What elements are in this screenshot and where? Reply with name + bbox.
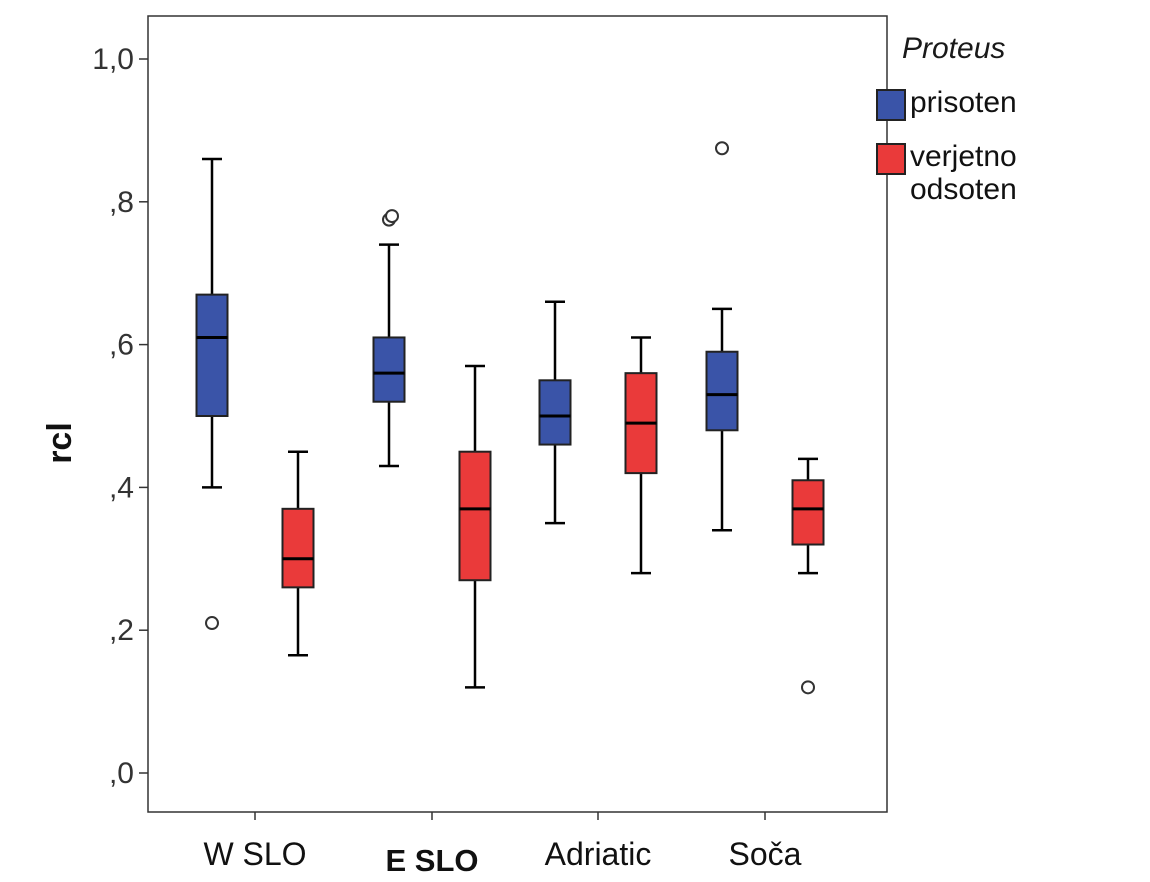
legend-title: Proteus [902,32,1006,65]
box-verjetno-odsoten-w-slo-iqr [281,507,315,589]
legend-swatch-prisoten [876,89,906,121]
y-axis-label: rcl [41,422,79,464]
x-tick-label-so-a: Soča [729,836,802,872]
legend-item-prisoten: prisoten [876,86,1017,121]
legend-swatch-verjetno-odsoten [876,143,906,175]
y-tick-label: ,4 [109,471,134,504]
legend-label-verjetno-odsoten: verjetno odsoten [910,140,1017,206]
box-prisoten-so-a-outlier [715,141,729,156]
box-prisoten-e-slo-outlier [385,209,399,224]
x-tick-label-w-slo: W SLO [203,836,306,872]
box-prisoten-e-slo-iqr [372,336,406,403]
box-prisoten-w-slo-outlier [205,616,219,631]
box-prisoten-w-slo-iqr [195,293,229,417]
plot-frame [147,15,888,813]
y-tick-label: ,0 [109,757,134,790]
y-tick-label: ,2 [109,614,134,647]
x-tick-label-adriatic: Adriatic [545,836,652,872]
y-tick-label: ,6 [109,329,134,362]
y-tick-label: 1,0 [92,43,134,76]
legend-item-verjetno-odsoten: verjetno odsoten [876,140,1017,206]
box-prisoten-adriatic-iqr [538,379,572,446]
box-prisoten-so-a-iqr [705,350,739,432]
box-verjetno-odsoten-so-a-outlier [801,680,815,695]
box-verjetno-odsoten-so-a-iqr [791,479,825,546]
y-tick-label: ,8 [109,186,134,219]
x-tick-label-e-slo: E SLO [385,843,478,878]
box-verjetno-odsoten-e-slo-iqr [458,450,492,582]
legend-label-prisoten: prisoten [910,86,1017,119]
